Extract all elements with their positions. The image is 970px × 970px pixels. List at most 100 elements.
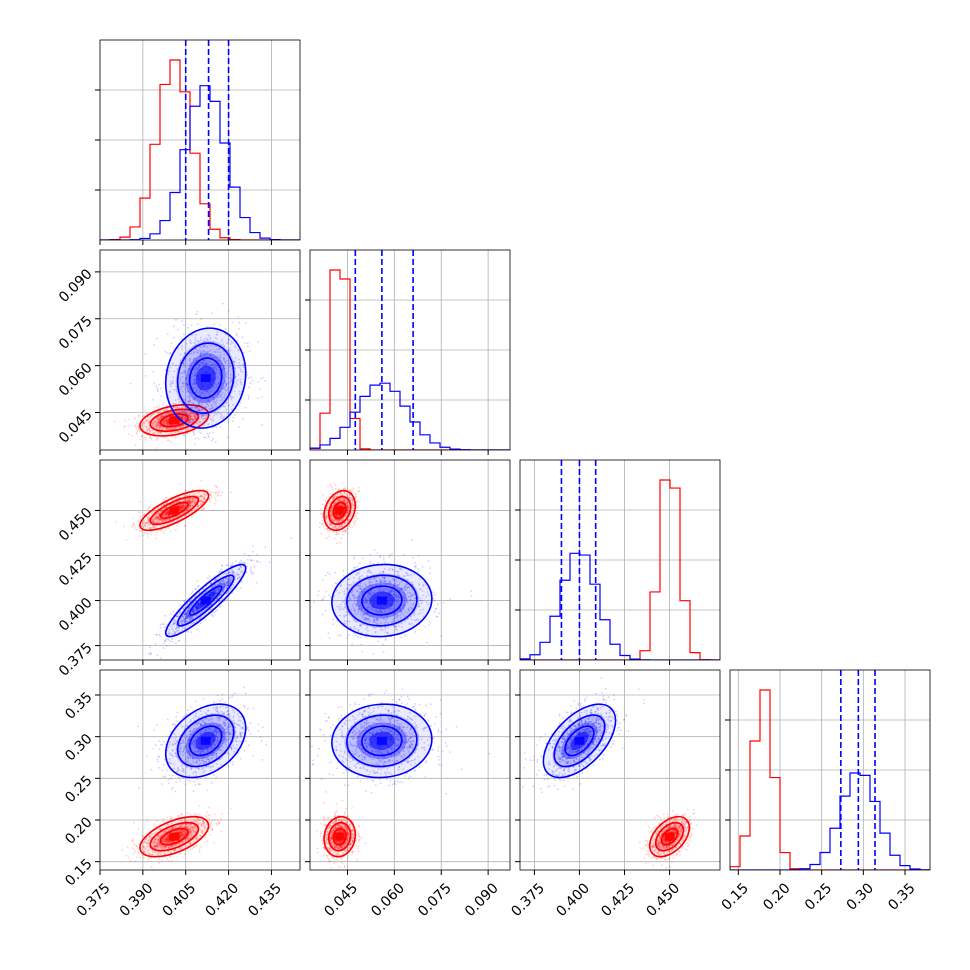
scatter-point <box>212 356 214 359</box>
scatter-point <box>153 421 156 423</box>
scatter-point <box>169 352 172 355</box>
scatter-point <box>202 362 204 364</box>
scatter-point <box>192 413 194 416</box>
scatter-point <box>154 423 156 426</box>
scatter-point <box>213 400 215 403</box>
scatter-point <box>320 508 322 510</box>
scatter-point <box>239 364 241 367</box>
y-tick-label: 0.400 <box>56 595 96 635</box>
scatter-point <box>328 535 331 538</box>
scatter-point <box>220 399 223 401</box>
scatter-point <box>354 522 356 524</box>
scatter-point <box>200 417 203 420</box>
scatter-point <box>226 564 229 567</box>
scatter-point <box>169 380 172 383</box>
scatter-point <box>238 426 241 429</box>
scatter-point <box>197 340 200 343</box>
scatter-point <box>216 348 219 351</box>
scatter-point <box>327 485 329 488</box>
scatter-point <box>202 363 205 366</box>
scatter-point <box>160 415 162 418</box>
scatter-point <box>331 486 333 489</box>
scatter-point <box>149 417 152 419</box>
scatter-point <box>325 590 328 593</box>
scatter-point <box>195 414 198 417</box>
scatter-point <box>192 419 194 421</box>
scatter-point <box>227 421 230 424</box>
scatter-point <box>238 321 241 324</box>
scatter-point <box>222 343 225 346</box>
scatter-point <box>382 558 385 561</box>
scatter-point <box>190 418 193 420</box>
scatter-point <box>198 355 201 358</box>
scatter-point <box>356 565 358 568</box>
scatter-point <box>197 366 200 369</box>
scatter-point <box>227 350 230 352</box>
scatter-point <box>209 394 211 396</box>
scatter-point <box>164 528 167 530</box>
scatter-point <box>193 382 196 384</box>
scatter-point <box>195 414 197 417</box>
scatter-point <box>183 351 186 354</box>
scatter-point <box>189 421 192 423</box>
scatter-point <box>222 382 225 385</box>
scatter-point <box>205 362 208 365</box>
scatter-point <box>139 515 141 517</box>
scatter-point <box>220 340 223 343</box>
scatter-point <box>183 380 185 383</box>
scatter-point <box>326 527 328 530</box>
scatter-point <box>205 406 207 409</box>
scatter-point <box>200 403 203 406</box>
scatter-point <box>158 417 161 419</box>
scatter-point <box>248 554 251 557</box>
scatter-point <box>216 396 219 399</box>
scatter-point <box>214 351 216 353</box>
scatter-point <box>194 382 196 385</box>
scatter-point <box>186 432 189 434</box>
scatter-point <box>227 341 230 344</box>
scatter-point <box>213 369 216 371</box>
scatter-point <box>195 359 198 361</box>
scatter-point <box>214 610 217 612</box>
scatter-point <box>188 397 190 399</box>
scatter-point <box>193 404 196 407</box>
scatter-point <box>157 390 159 393</box>
scatter-point <box>324 499 327 501</box>
scatter-point <box>213 414 216 416</box>
scatter-point <box>190 412 192 415</box>
scatter-point <box>160 415 162 418</box>
scatter-point <box>155 633 158 636</box>
scatter-point <box>184 388 187 391</box>
scatter-point <box>369 562 372 565</box>
scatter-point <box>188 419 191 422</box>
scatter-point <box>163 410 166 412</box>
scatter-point <box>235 381 238 383</box>
scatter-point <box>202 417 204 420</box>
scatter-point <box>353 524 356 527</box>
scatter-point <box>220 387 222 389</box>
scatter-point <box>160 657 162 659</box>
scatter-point <box>183 410 186 413</box>
scatter-point <box>193 418 196 421</box>
scatter-point <box>162 623 164 625</box>
scatter-point <box>184 489 187 492</box>
scatter-point <box>177 640 180 642</box>
scatter-point <box>155 385 158 387</box>
scatter-point <box>355 495 357 498</box>
scatter-point <box>156 531 158 533</box>
scatter-point <box>207 436 210 439</box>
scatter-point <box>238 327 240 330</box>
scatter-point <box>178 411 181 414</box>
scatter-point <box>346 528 349 530</box>
scatter-point <box>165 417 168 420</box>
scatter-point <box>157 432 160 435</box>
scatter-point <box>242 363 245 365</box>
scatter-point <box>157 419 160 421</box>
scatter-point <box>170 423 172 426</box>
scatter-point <box>222 416 225 418</box>
scatter-point <box>163 422 166 425</box>
scatter-point <box>190 352 193 355</box>
scatter-point <box>228 365 230 368</box>
scatter-point <box>161 414 163 417</box>
scatter-point <box>149 415 152 418</box>
